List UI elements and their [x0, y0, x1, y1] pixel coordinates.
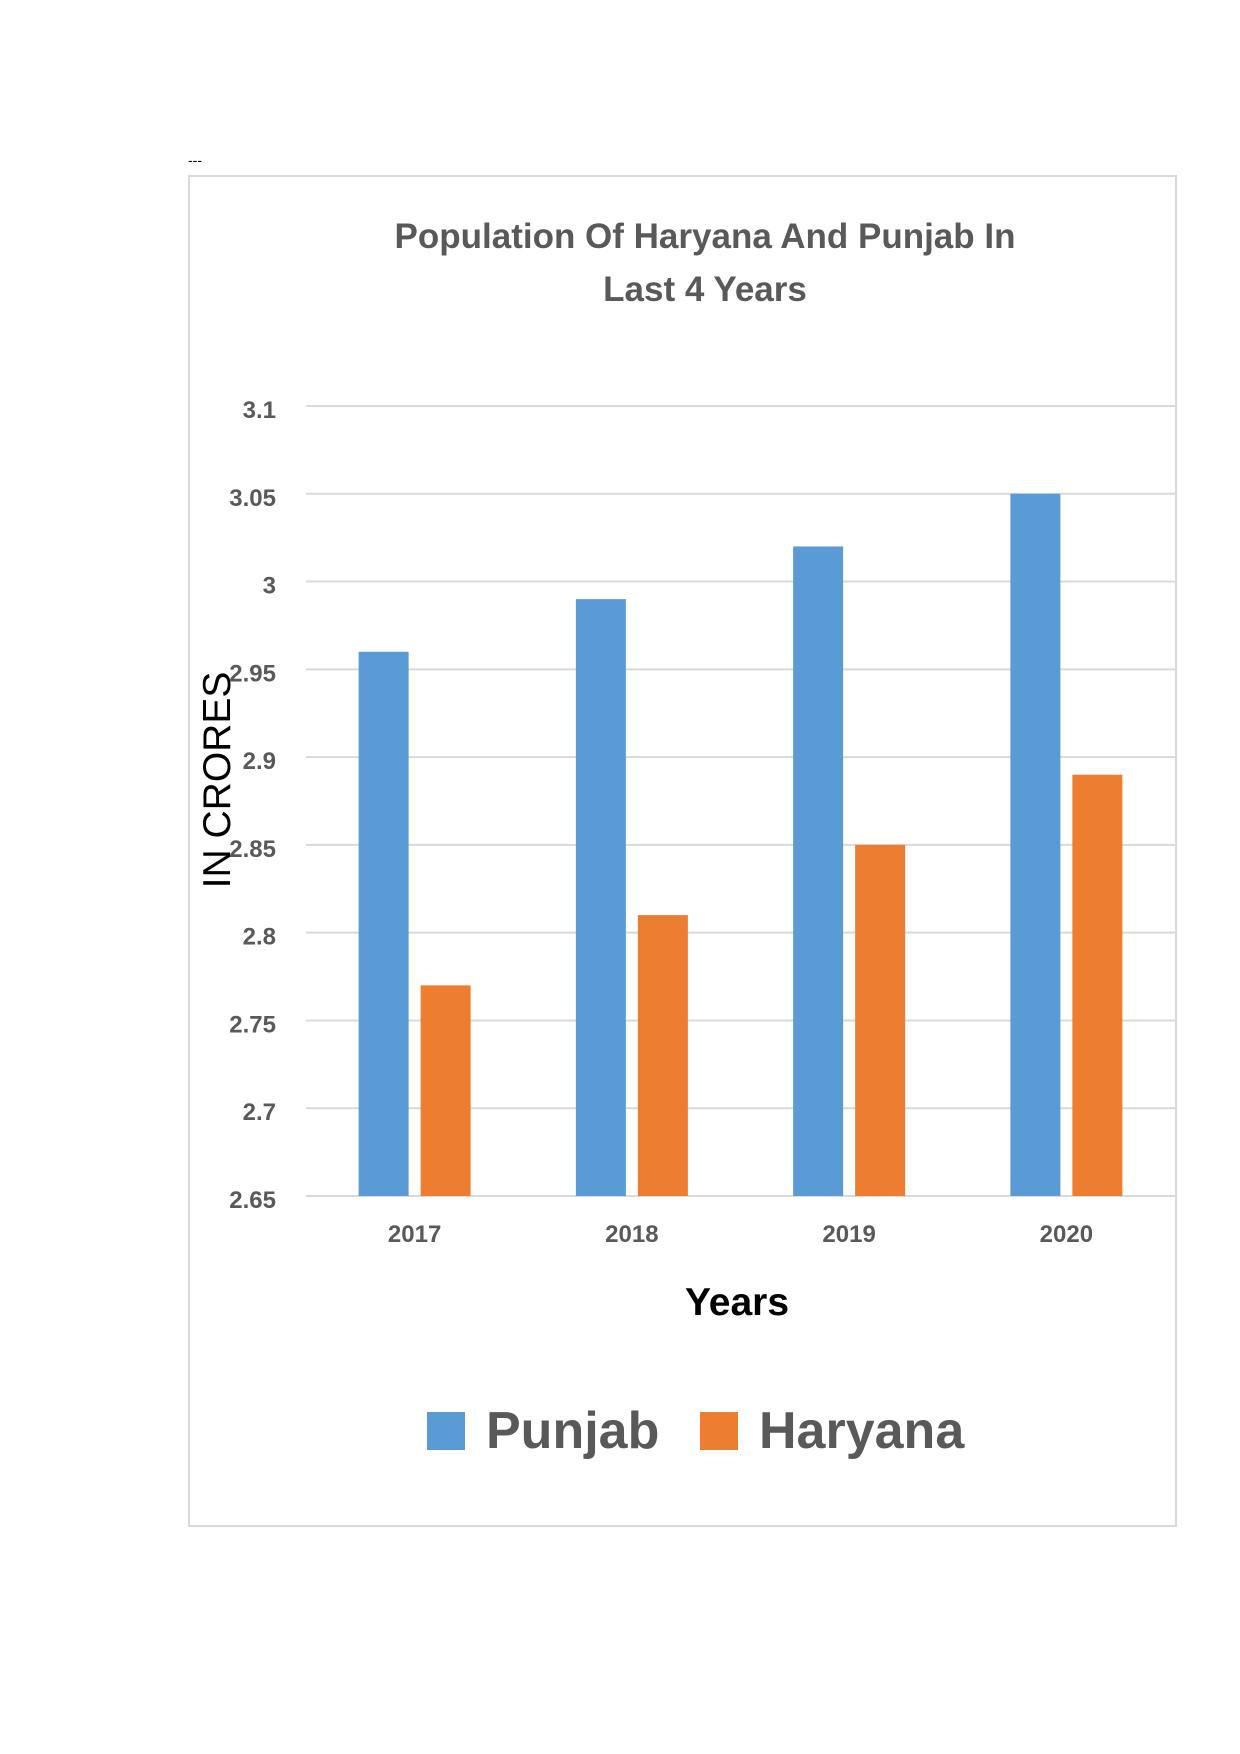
- bar-punjab-2019: [793, 546, 844, 1196]
- x-tick-label: 2020: [1040, 1221, 1093, 1248]
- y-tick-label: 2.9: [243, 748, 276, 775]
- bar-punjab-2017: [358, 651, 409, 1196]
- y-tick-label: 2.75: [229, 1011, 276, 1038]
- y-tick-label: 2.85: [229, 836, 276, 863]
- page-marker-dashes: ---: [188, 152, 202, 168]
- bar-haryana-2019: [855, 844, 906, 1196]
- y-tick-label: 2.65: [229, 1187, 276, 1214]
- y-tick-label: 2.7: [243, 1099, 276, 1126]
- y-tick-label: 3: [263, 573, 276, 600]
- bar-haryana-2018: [637, 915, 688, 1196]
- bar-punjab-2018: [575, 599, 626, 1196]
- y-tick-label: 3.05: [229, 485, 276, 512]
- legend-label-punjab: Punjab: [486, 1402, 659, 1460]
- x-tick-label: 2017: [388, 1221, 441, 1248]
- bar-punjab-2020: [1010, 493, 1061, 1196]
- legend-label-haryana: Haryana: [759, 1402, 965, 1460]
- bars: [358, 493, 1123, 1196]
- x-tick-label: 2019: [822, 1221, 875, 1248]
- x-axis-ticks: 2017 2018 2019 2020: [388, 1221, 1093, 1248]
- bar-haryana-2017: [420, 985, 471, 1196]
- y-tick-label: 3.1: [243, 397, 276, 424]
- chart-title-line1: Population Of Haryana And Punjab In: [395, 217, 1016, 256]
- chart-frame: [188, 175, 1177, 1527]
- legend: Punjab Haryana: [427, 1402, 965, 1460]
- y-axis-title: IN CRORES: [196, 672, 239, 889]
- x-axis-title: Years: [685, 1281, 789, 1324]
- x-tick-label: 2018: [605, 1221, 658, 1248]
- y-axis-ticks: 2.65 2.7 2.75 2.8 2.85 2.9 2.95 3 3.05 3.1: [229, 397, 276, 1214]
- legend-swatch-haryana: [700, 1412, 738, 1450]
- bar-haryana-2020: [1072, 774, 1123, 1196]
- legend-swatch-punjab: [427, 1412, 465, 1450]
- y-tick-label: 2.95: [229, 660, 276, 687]
- y-tick-label: 2.8: [243, 924, 276, 951]
- chart-title-line2: Last 4 Years: [603, 270, 807, 309]
